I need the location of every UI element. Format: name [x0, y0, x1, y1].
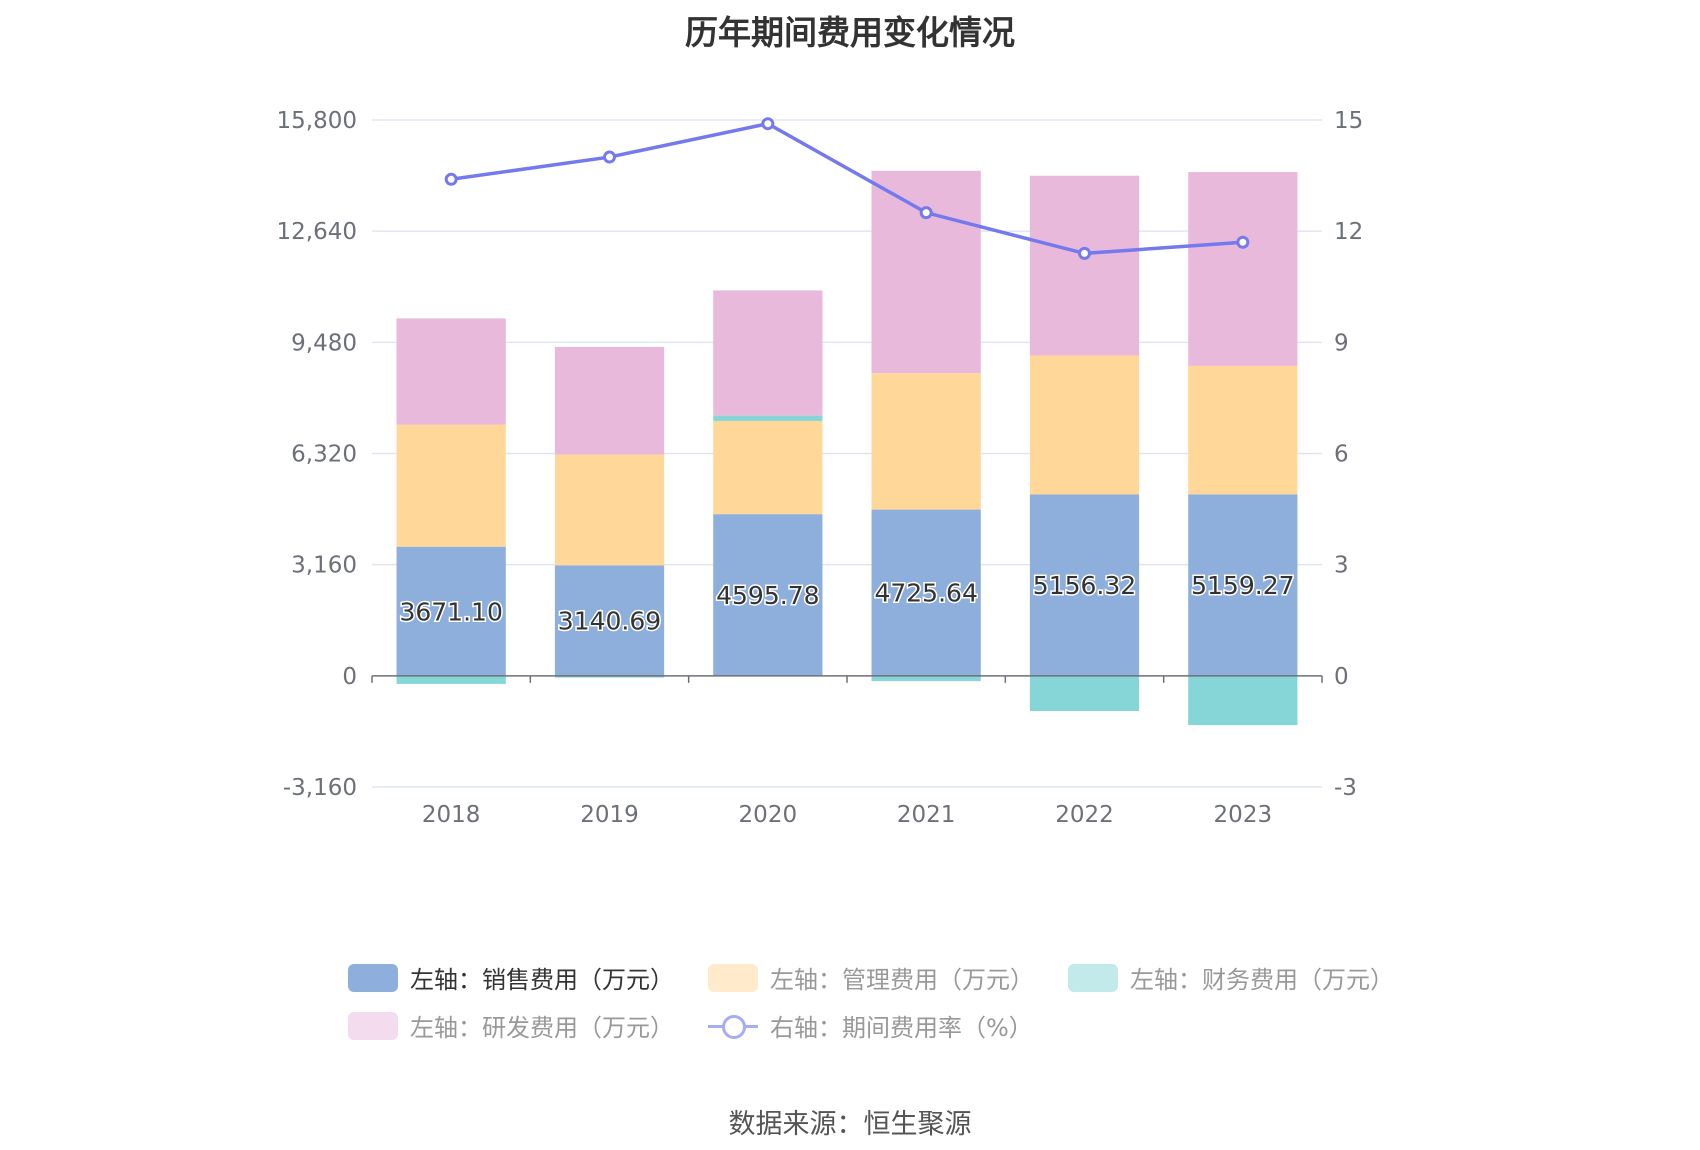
legend-row-2: 左轴：研发费用（万元） 右轴：期间费用率（%） [348, 1008, 1067, 1043]
left-axis-tick-label: 15,800 [277, 108, 357, 134]
legend-item-sales[interactable]: 左轴：销售费用（万元） [348, 960, 674, 995]
x-axis-tick-label: 2021 [897, 802, 956, 828]
bar-segment [554, 675, 665, 678]
bar-segment [396, 318, 506, 425]
x-axis-tick-label: 2020 [739, 802, 798, 828]
bars [396, 170, 1298, 726]
bar-segment [1188, 365, 1298, 495]
bar-segment [554, 346, 665, 455]
bar-segment [396, 546, 506, 676]
bar-segment [713, 420, 823, 515]
bar-segment [871, 509, 981, 676]
bar-segment [871, 373, 981, 510]
bar-segment [1188, 494, 1298, 676]
chart-title: 历年期间费用变化情况 [685, 13, 1015, 52]
bar-segment [1029, 175, 1140, 356]
right-axis-tick-label: 15 [1334, 108, 1363, 134]
legend-swatch-admin [708, 963, 758, 992]
rate-point [761, 117, 775, 131]
left-axis-tick-label: 6,320 [291, 442, 357, 468]
x-axis-tick-label: 2018 [422, 802, 481, 828]
right-axis-tick-label: 0 [1334, 664, 1349, 690]
rate-point [919, 206, 933, 220]
left-axis-tick-label: 0 [342, 664, 357, 690]
x-axis-tick-label: 2023 [1214, 802, 1273, 828]
right-axis-tick-label: 9 [1334, 330, 1349, 356]
left-axis-tick-label: 12,640 [277, 219, 357, 245]
bar-data-label: 3140.69 [558, 607, 661, 636]
bar-segment [396, 675, 506, 684]
gridlines [372, 119, 1322, 788]
left-axis-tick-label: 9,480 [291, 330, 357, 356]
rate-line [444, 117, 1250, 260]
right-axis-tick-label: 3 [1334, 553, 1349, 579]
bar-segment [1029, 675, 1140, 712]
bar-segment [554, 454, 665, 566]
rate-line-path [450, 121, 1243, 256]
legend-label-rate: 右轴：期间费用率（%） [770, 1014, 1033, 1042]
legend-swatch-finance [1068, 963, 1118, 992]
bar-segment [396, 424, 506, 547]
x-axis [371, 675, 1323, 683]
bar-data-label: 4595.78 [716, 581, 819, 610]
bar-data-label: 3671.10 [399, 597, 502, 626]
rate-point [603, 150, 616, 164]
rate-point [1236, 235, 1250, 249]
legend-line-rate-icon [708, 1012, 758, 1040]
legend-swatch-rnd [348, 1011, 398, 1040]
rate-point [1078, 246, 1091, 260]
bar-segment [713, 290, 823, 416]
legend-item-finance[interactable]: 左轴：财务费用（万元） [1068, 960, 1394, 995]
right-axis-tick-label: 6 [1334, 442, 1349, 468]
legend-label-sales: 左轴：销售费用（万元） [410, 966, 674, 994]
bar-segment [1188, 675, 1298, 726]
right-axis-tick-label: 12 [1334, 219, 1363, 245]
bar-segment [713, 514, 823, 676]
tick-labels: 15,800 15 12,640 12 9,480 9 6,320 6 3,160 3 0 0 -3,1… [277, 108, 1364, 828]
left-axis-tick-label: -3,160 [283, 775, 357, 801]
x-axis-tick-label: 2019 [580, 802, 639, 828]
legend-label-finance: 左轴：财务费用（万元） [1130, 966, 1394, 994]
legend-item-admin[interactable]: 左轴：管理费用（万元） [708, 960, 1034, 995]
right-axis-tick-label: -3 [1334, 775, 1357, 801]
left-axis-tick-label: 3,160 [291, 553, 357, 579]
bar-data-label: 5159.27 [1191, 571, 1294, 600]
rate-point [444, 172, 458, 186]
bar-segment [554, 565, 665, 676]
bar-segment [1188, 172, 1298, 366]
legend-label-rnd: 左轴：研发费用（万元） [410, 1014, 674, 1042]
bar-data-label: 5156.32 [1033, 571, 1136, 600]
data-source: 数据来源：恒生聚源 [728, 1109, 972, 1140]
bar-segment [871, 675, 981, 682]
legend-swatch-sales [348, 963, 398, 992]
x-axis-tick-label: 2022 [1055, 802, 1114, 828]
legend-item-rate[interactable]: 右轴：期间费用率（%） [708, 1008, 1033, 1043]
bar-data-label: 4725.64 [874, 579, 977, 608]
data-labels: 3671.10 3140.69 4595.78 4725.64 5156.32 5159.… [398, 570, 1296, 638]
legend-label-admin: 左轴：管理费用（万元） [770, 966, 1034, 994]
legend-row-1: 左轴：销售费用（万元） 左轴：管理费用（万元） 左轴：财务费用（万元） [348, 960, 1428, 995]
bar-segment [1029, 494, 1140, 676]
bar-segment [1029, 355, 1140, 495]
bar-segment [871, 170, 981, 374]
legend-item-rnd[interactable]: 左轴：研发费用（万元） [348, 1008, 674, 1043]
bar-segment [713, 415, 823, 421]
